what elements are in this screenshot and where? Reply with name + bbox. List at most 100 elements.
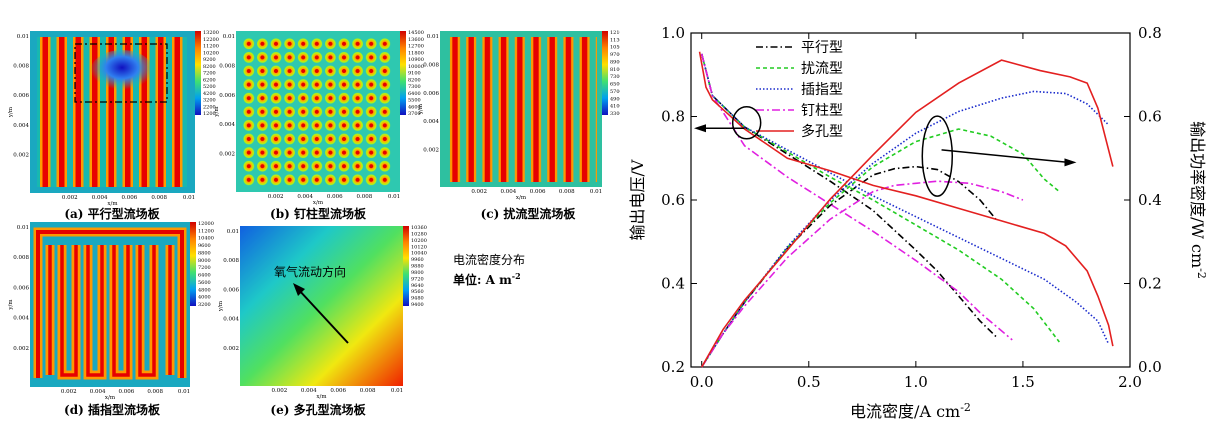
y-tick-label: 0.002 bbox=[13, 152, 29, 158]
colorbar-label: 6500 bbox=[610, 82, 620, 88]
x-tick-label: 0.004 bbox=[501, 189, 517, 195]
colorbar-label: 3200 bbox=[198, 302, 211, 308]
x-axis-label: x/m bbox=[313, 200, 324, 206]
x-tick-label: 0.008 bbox=[357, 194, 373, 200]
x-tick-label: 1.5 bbox=[1011, 373, 1035, 391]
y-tick-label: 0.004 bbox=[13, 123, 29, 129]
colorbar-label: 4800 bbox=[198, 287, 211, 293]
current-density-unit: 单位: A m-2 bbox=[453, 271, 521, 287]
colorbar-label: 9600 bbox=[198, 243, 211, 249]
legend-entry: 平行型 bbox=[801, 40, 843, 56]
colorbar-label: 3700 bbox=[408, 111, 421, 117]
x-tick-label: 0.006 bbox=[530, 189, 546, 195]
arrow-to-power-axis bbox=[941, 149, 1069, 164]
x-tick-label: 1.0 bbox=[904, 373, 928, 391]
colorbar-label: 9960 bbox=[411, 257, 424, 263]
y-tick-label: 0.008 bbox=[13, 255, 29, 261]
y-tick-label: 0.002 bbox=[13, 346, 29, 352]
colorbar bbox=[195, 31, 201, 115]
colorbar-label: 10400 bbox=[198, 236, 214, 242]
x-tick-label: 0.008 bbox=[151, 195, 167, 201]
y-tick-label: 0.6 bbox=[661, 191, 685, 209]
colorbar-label: 10500 bbox=[610, 45, 620, 51]
x-tick-label: 0.01 bbox=[178, 389, 190, 395]
colorbar-label: 8800 bbox=[198, 250, 211, 256]
x-tick-label: 0.01 bbox=[388, 194, 400, 200]
voltage-line-0 bbox=[700, 53, 998, 339]
chart-svg: 0.0 0.5 1.0 1.5 2.0 0.2 0.4 0.6 0.8 1.0 0.0 0.2 0.4 0… bbox=[628, 24, 1208, 421]
colorbar-label: 4200 bbox=[203, 91, 216, 97]
colorbar-label: 6400 bbox=[198, 273, 211, 279]
colorbar-label: 8200 bbox=[408, 77, 421, 83]
y-tick-label: 0.006 bbox=[423, 91, 439, 97]
colorbar-label: 13200 bbox=[203, 30, 219, 36]
contour-svg: (a) 平行型流场板132001220011200102009200820072… bbox=[8, 30, 626, 417]
low-current-blob bbox=[90, 50, 154, 94]
colorbar-label: 9640 bbox=[411, 283, 424, 289]
colorbar-label: 10280 bbox=[411, 231, 427, 237]
arrowhead-right bbox=[1064, 158, 1077, 167]
colorbar-label: 9480 bbox=[411, 296, 424, 302]
panel-a bbox=[30, 31, 201, 193]
legend-entry: 插指型 bbox=[801, 82, 843, 98]
colorbar-label: 8000 bbox=[198, 258, 211, 264]
unit-text: 单位: A m bbox=[453, 272, 512, 287]
power-line-1 bbox=[701, 128, 1060, 368]
legend-entry: 扰流型 bbox=[801, 61, 843, 77]
x-tick-label: 0.01 bbox=[590, 189, 602, 195]
x-axis-label: x/m bbox=[516, 195, 527, 201]
colorbar-label: 10200 bbox=[203, 50, 219, 56]
dashed-region-box bbox=[74, 43, 168, 103]
panel-e bbox=[240, 226, 409, 386]
colorbar-label: 11300 bbox=[610, 37, 620, 43]
power-line-2 bbox=[701, 90, 1110, 368]
y-axis-title: 输出电压/V bbox=[628, 159, 647, 240]
x-tick-label: 0.008 bbox=[360, 388, 376, 394]
colorbar-label: 2200 bbox=[203, 104, 216, 110]
power-line-3 bbox=[701, 180, 1024, 368]
unit-superscript: -2 bbox=[512, 271, 521, 281]
y2-axis-title-text: 输出功率密度/W cm bbox=[1188, 121, 1207, 268]
colorbar-label: 1200 bbox=[203, 111, 216, 117]
colorbar-label: 5500 bbox=[408, 98, 421, 104]
colorbar bbox=[602, 31, 608, 115]
colorbar-label: 10200 bbox=[411, 238, 427, 244]
x-axis-title-sup: -2 bbox=[960, 401, 971, 414]
polarization-chart: 0.0 0.5 1.0 1.5 2.0 0.2 0.4 0.6 0.8 1.0 0.0 0.2 0.4 0… bbox=[620, 0, 1219, 429]
arrowhead-left bbox=[694, 124, 706, 133]
panel-caption: (a) 平行型流场板 bbox=[64, 206, 160, 221]
colorbar-label: 12200 bbox=[203, 37, 219, 43]
x-tick-label: 0.006 bbox=[327, 194, 343, 200]
y-tick-label: 0.01 bbox=[223, 34, 235, 40]
x-tick-label: 0.002 bbox=[268, 194, 284, 200]
x-tick-label: 0.002 bbox=[272, 388, 288, 394]
panel-caption: (b) 钉柱型流场板 bbox=[270, 206, 367, 221]
y-tick-label: 0.4 bbox=[661, 275, 685, 293]
colorbar-label: 9100 bbox=[408, 71, 421, 77]
x-tick-label: 0.004 bbox=[92, 195, 108, 201]
y-tick-label: 0.004 bbox=[13, 316, 29, 322]
y-tick-label: 0.2 bbox=[661, 358, 685, 376]
y2-axis-title: 输出功率密度/W cm-2 bbox=[1188, 121, 1208, 279]
voltage-line-3 bbox=[700, 53, 1013, 341]
colorbar bbox=[190, 222, 196, 306]
x-axis-title: 电流密度/A cm-2 bbox=[850, 401, 971, 421]
x-axis-label: x/m bbox=[105, 395, 116, 401]
colorbar-label: 6400 bbox=[408, 91, 421, 97]
power-group-ellipse bbox=[921, 115, 954, 197]
colorbar-label: 10120 bbox=[411, 244, 427, 250]
y2-axis-title-sup: -2 bbox=[1195, 268, 1208, 279]
y-tick-label: 0.004 bbox=[423, 119, 439, 125]
colorbar-label: 6200 bbox=[203, 77, 216, 83]
colorbar-label: 7300 bbox=[408, 84, 421, 90]
x-tick-label: 0.006 bbox=[122, 195, 138, 201]
colorbar-label: 11800 bbox=[408, 50, 424, 56]
x-axis-label: x/m bbox=[316, 394, 327, 400]
colorbar-label: 11200 bbox=[203, 44, 219, 50]
colorbar-label: 9800 bbox=[411, 270, 424, 276]
colorbar-label: 4600 bbox=[408, 104, 421, 110]
x-tick-label: 0.008 bbox=[559, 189, 575, 195]
colorbar-label: 13600 bbox=[408, 37, 424, 43]
y2-tick-label: 0.8 bbox=[1138, 24, 1162, 42]
